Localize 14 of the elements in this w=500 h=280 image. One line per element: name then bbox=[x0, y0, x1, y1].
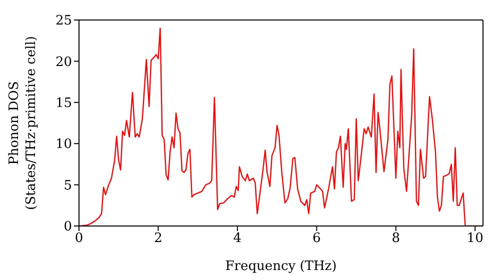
x-tick-label: 2 bbox=[154, 231, 162, 246]
x-tick-label: 6 bbox=[312, 231, 321, 246]
x-tick-label: 4 bbox=[233, 231, 242, 246]
y-tick-label: 25 bbox=[55, 14, 72, 29]
y-axis-title: Phonon DOS (States/THz·primitive cell) bbox=[7, 36, 39, 210]
x-tick-label: 10 bbox=[466, 231, 484, 246]
y-tick-label: 5 bbox=[64, 178, 72, 194]
y-tick-label: 15 bbox=[55, 96, 72, 112]
x-axis-title: Frequency (THz) bbox=[225, 259, 337, 274]
x-tick-label: 8 bbox=[392, 231, 400, 246]
y-tick-label: 20 bbox=[55, 54, 72, 70]
y-tick-label: 10 bbox=[55, 137, 72, 152]
x-tick-label: 0 bbox=[74, 231, 84, 246]
y-tick-label: 0 bbox=[64, 220, 72, 235]
